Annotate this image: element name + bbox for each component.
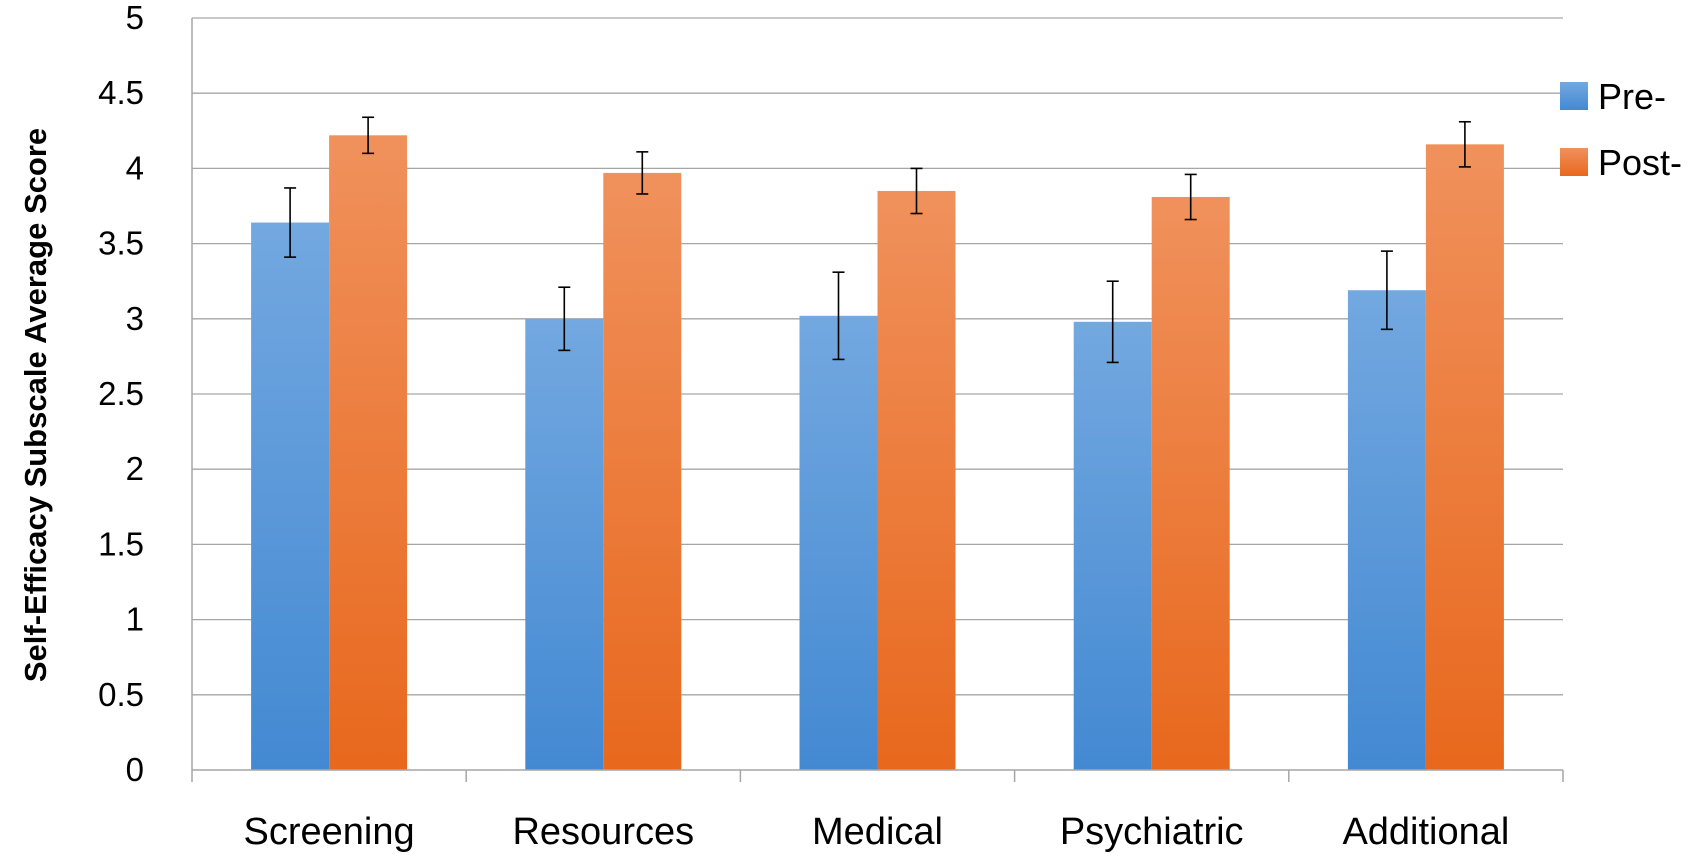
y-tick-label: 5 [126, 0, 144, 36]
legend-label-post: Post- [1598, 142, 1682, 183]
legend-label-pre: Pre- [1598, 76, 1666, 117]
legend-swatch-pre [1560, 82, 1588, 110]
error-bars [284, 116, 1471, 364]
bar-post-additional [1425, 144, 1504, 770]
x-category-label: Psychiatric [1060, 811, 1244, 852]
x-category-label: Additional [1342, 811, 1509, 852]
error-bar [832, 271, 845, 361]
y-tick-label: 4 [126, 149, 144, 186]
bar-pre-additional [1347, 290, 1426, 770]
error-bar [1458, 120, 1471, 168]
y-tick-label: 1.5 [98, 525, 144, 562]
error-bar [1380, 250, 1393, 331]
bar-pre-medical [799, 315, 878, 770]
y-tick-label: 0 [126, 751, 144, 788]
bar-pre-resources [525, 318, 604, 770]
error-bar [910, 167, 923, 215]
legend: Pre- Post- [1560, 76, 1682, 183]
error-bar [362, 116, 375, 155]
axes: 0 0.5 1 1.5 2 2.5 3 3.5 4 4.5 5 Screening Resources M… [98, 0, 1564, 853]
x-category-label: Screening [244, 811, 415, 852]
y-tick-label: 2 [126, 450, 144, 487]
y-tick-label: 0.5 [98, 676, 144, 713]
bars [251, 135, 1504, 771]
bar-pre-screening [251, 222, 330, 770]
x-category-label: Resources [512, 811, 694, 852]
error-bar [558, 286, 571, 352]
y-tick-label: 2.5 [98, 375, 144, 412]
y-tick-label: 1 [126, 601, 144, 638]
error-bar [1106, 280, 1119, 364]
y-axis-label: Self-Efficacy Subscale Average Score [18, 128, 53, 682]
y-tick-label: 4.5 [98, 74, 144, 111]
x-category-label: Medical [812, 811, 943, 852]
bar-post-medical [877, 190, 956, 770]
bar-post-screening [329, 135, 408, 770]
error-bar [636, 151, 649, 195]
bar-post-resources [603, 172, 682, 771]
error-bar [1184, 173, 1197, 221]
y-tick-label: 3 [126, 300, 144, 337]
bar-post-psychiatric [1151, 196, 1230, 770]
legend-swatch-post [1560, 148, 1588, 176]
error-bar [284, 187, 297, 258]
y-tick-label: 3.5 [98, 225, 144, 262]
bar-pre-psychiatric [1073, 321, 1152, 770]
